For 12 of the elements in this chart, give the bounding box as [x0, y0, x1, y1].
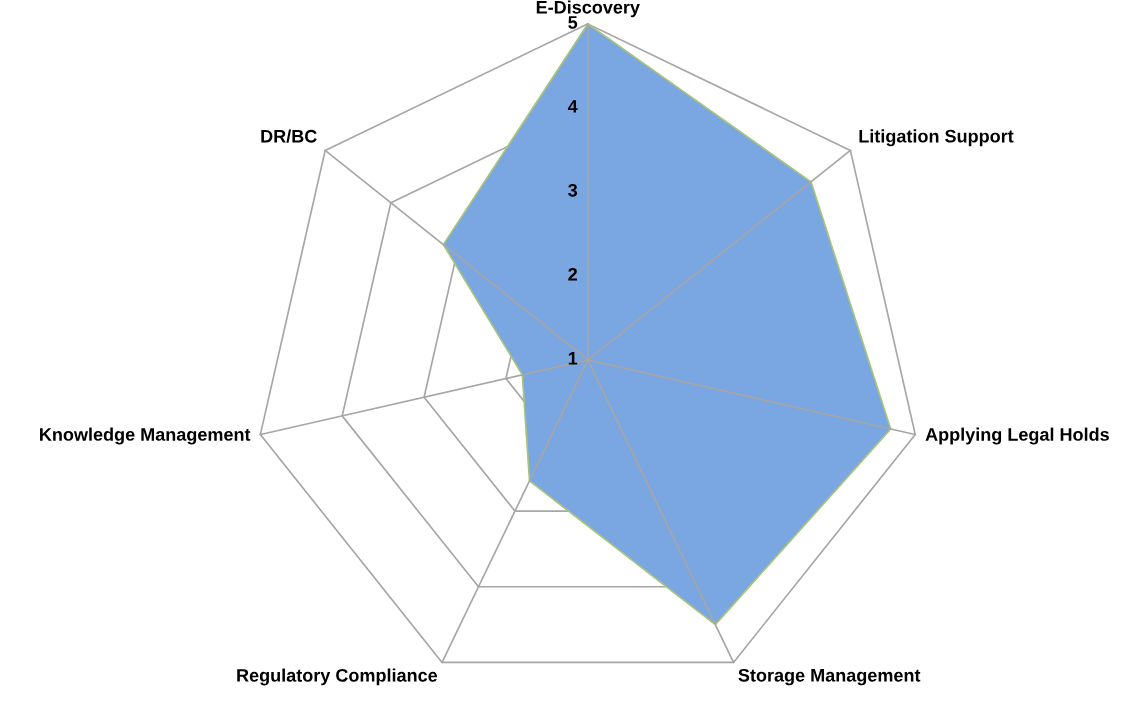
- y-tick-label: 3: [568, 183, 578, 197]
- spoke-label: E-Discovery: [536, 0, 640, 18]
- y-tick-label: 1: [568, 352, 578, 365]
- spoke-label: Regulatory Compliance: [237, 668, 438, 686]
- y-tick-label: 4: [567, 100, 578, 113]
- y-tick-label: 5: [568, 16, 578, 29]
- spoke-label: Litigation Support: [859, 129, 1014, 147]
- spoke-label: Knowledge Management: [40, 427, 251, 445]
- spoke-label: Applying Legal Holds: [925, 427, 1109, 445]
- spoke-label: Storage Management: [738, 668, 921, 686]
- y-tick-label: 2: [568, 267, 577, 281]
- spoke-label: DR/BC: [261, 129, 317, 143]
